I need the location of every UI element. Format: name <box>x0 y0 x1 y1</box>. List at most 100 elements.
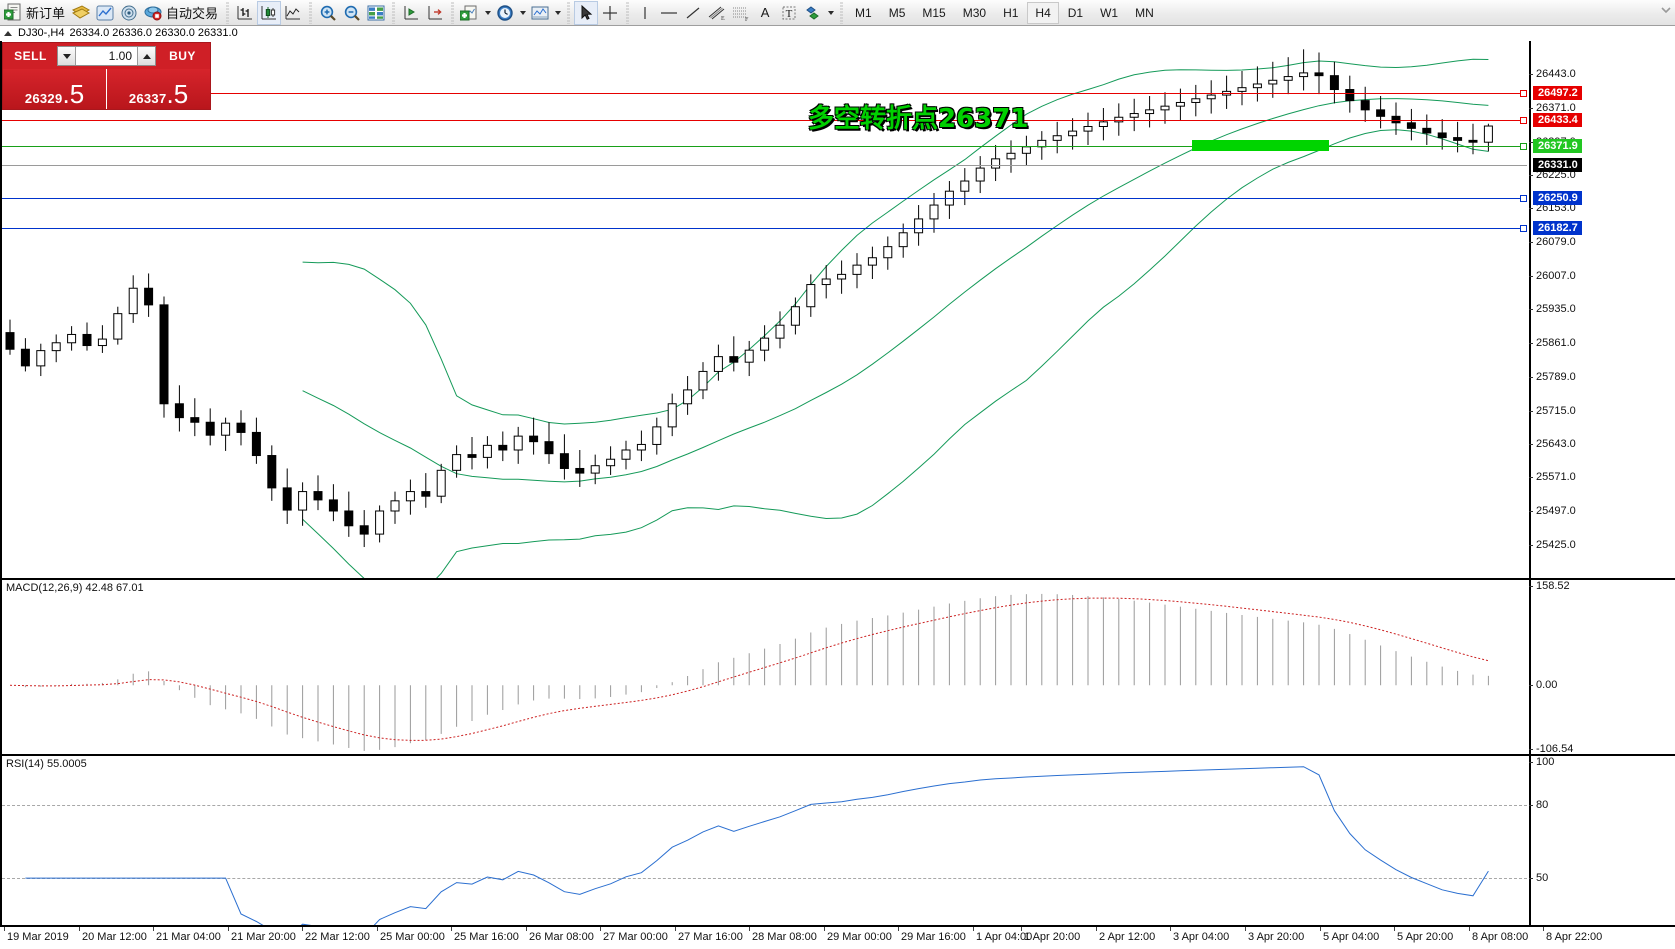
price-level-line[interactable] <box>2 146 1527 147</box>
price-level-line[interactable] <box>2 228 1527 229</box>
cursor-button[interactable] <box>574 0 599 25</box>
time-axis[interactable]: 19 Mar 2019 20 Mar 12:00 21 Mar 04:00 21 Ma… <box>0 925 1675 949</box>
chart-shift-button[interactable] <box>399 1 423 25</box>
bar-chart-icon <box>237 5 253 19</box>
indicators-button[interactable] <box>458 1 482 25</box>
buy-button-label[interactable]: BUY <box>169 49 196 63</box>
market-watch-button[interactable] <box>93 1 117 25</box>
price-level-badge[interactable]: 26497.2 <box>1533 86 1582 100</box>
time-axis-label: 27 Mar 00:00 <box>603 931 668 943</box>
fibonacci-button[interactable]: F <box>729 1 753 25</box>
profiles-button[interactable] <box>69 1 93 25</box>
timeframe-m30[interactable]: M30 <box>962 5 987 20</box>
templates-button[interactable] <box>528 1 552 25</box>
chart-titlebar: DJ30-,H4 26334.0 26336.0 26330.0 26331.0 <box>0 26 1675 41</box>
text-button[interactable]: A <box>753 1 777 25</box>
time-axis-tick <box>1469 927 1470 931</box>
time-axis-tick <box>4 927 5 931</box>
data-window-button[interactable] <box>364 1 388 25</box>
chart-area[interactable]: 多空转折点26371 26443.026371.026297.026225.02… <box>0 41 1675 925</box>
candlestick-chart-button[interactable] <box>257 0 282 25</box>
sell-button-label[interactable]: SELL <box>14 49 47 63</box>
crosshair-button[interactable] <box>598 1 622 25</box>
bar-chart-button[interactable] <box>233 1 257 25</box>
timeframe-w1[interactable]: W1 <box>1100 5 1119 20</box>
objects-dropdown-caret[interactable] <box>825 2 836 24</box>
volume-increment-button[interactable] <box>137 47 155 65</box>
price-level-badge[interactable]: 26331.0 <box>1533 158 1582 172</box>
time-axis-tick <box>153 927 154 931</box>
price-level-badge[interactable]: 26371.9 <box>1533 139 1582 153</box>
timeframe-h1[interactable]: H1 <box>1003 5 1019 20</box>
price-level-line[interactable] <box>2 120 1527 121</box>
price-level-line[interactable] <box>2 198 1527 199</box>
time-axis-tick <box>1320 927 1321 931</box>
zoom-out-button[interactable] <box>340 1 364 25</box>
label-button[interactable]: T <box>777 1 801 25</box>
autotrading-button[interactable]: 自动交易 <box>141 1 222 25</box>
new-order-button[interactable]: 新订单 <box>2 1 69 25</box>
equidistant-channel-button[interactable]: E <box>705 1 729 25</box>
timeframe-m15[interactable]: M15 <box>922 5 946 20</box>
timeframe-d1[interactable]: D1 <box>1067 5 1084 20</box>
period-button[interactable] <box>493 1 517 25</box>
macd-pane[interactable]: MACD(12,26,9) 42.48 67.01 158.52 0.00 -106… <box>2 578 1675 755</box>
timeframe-m1[interactable]: M1 <box>855 5 872 20</box>
timeframe-mn[interactable]: MN <box>1135 5 1154 20</box>
macd-plot[interactable] <box>2 580 1529 754</box>
price-level-handle[interactable] <box>1520 143 1527 150</box>
timeframe-m5[interactable]: M5 <box>888 5 906 20</box>
price-level-line[interactable] <box>2 93 1527 94</box>
volume-decrement-button[interactable] <box>58 47 76 65</box>
indicators-dropdown-caret[interactable] <box>482 2 493 24</box>
time-axis-tick <box>600 927 601 931</box>
horizontal-line-button[interactable] <box>657 1 681 25</box>
buy-price-button[interactable]: 26337 .5 <box>107 69 210 109</box>
price-level-handle[interactable] <box>1520 90 1527 97</box>
time-axis-label: 1 Apr 04:00 <box>976 931 1033 943</box>
rsi-pane[interactable]: RSI(14) 55.0005 100 80 50 <box>2 754 1675 925</box>
volume-stepper[interactable]: 1.00 <box>57 46 156 66</box>
svg-text:T: T <box>786 8 793 20</box>
volume-input[interactable]: 1.00 <box>76 47 137 65</box>
time-axis-label: 20 Mar 12:00 <box>82 931 147 943</box>
templates-dropdown-caret[interactable] <box>552 2 563 24</box>
price-level-badge[interactable]: 26182.7 <box>1533 221 1582 235</box>
svg-text:F: F <box>745 17 749 22</box>
rsi-plot[interactable] <box>2 756 1529 925</box>
price-pane[interactable]: 多空转折点26371 26443.026371.026297.026225.02… <box>2 41 1675 578</box>
sell-price-button[interactable]: 26329 .5 <box>3 69 107 109</box>
chart-annotation-text[interactable]: 多空转折点26371 <box>808 104 1029 134</box>
rsi-axis[interactable]: 100 80 50 <box>1529 756 1675 925</box>
time-axis-tick <box>898 927 899 931</box>
vertical-line-button[interactable] <box>633 1 657 25</box>
time-axis-tick <box>1096 927 1097 931</box>
macd-axis[interactable]: 158.52 0.00 -106.54 <box>1529 580 1675 755</box>
navigator-button[interactable] <box>117 1 141 25</box>
trendline-icon <box>686 7 700 18</box>
objects-button[interactable] <box>801 1 825 25</box>
vline-icon <box>644 6 646 19</box>
one-click-trading-panel[interactable]: SELL 1.00 BUY 26329 .5 26337 .5 <box>2 42 211 110</box>
chart-collapse-icon[interactable] <box>4 30 12 36</box>
support-zone-rectangle[interactable] <box>1192 140 1329 151</box>
toolbar-separator <box>624 1 632 24</box>
price-level-badge[interactable]: 26250.9 <box>1533 191 1582 205</box>
time-axis-label: 8 Apr 22:00 <box>1546 931 1603 943</box>
chart-minimize-icon[interactable] <box>1659 3 1673 17</box>
time-axis-label: 21 Mar 04:00 <box>156 931 221 943</box>
timeframe-h4[interactable]: H4 <box>1027 1 1059 24</box>
price-level-line[interactable] <box>2 165 1527 166</box>
price-axis-tick: 26153.0 <box>1529 202 1675 215</box>
price-level-badge[interactable]: 26433.4 <box>1533 113 1582 127</box>
line-chart-button[interactable] <box>281 1 305 25</box>
price-level-handle[interactable] <box>1520 225 1527 232</box>
price-plot[interactable]: 多空转折点26371 <box>2 41 1529 578</box>
price-axis[interactable]: 26443.026371.026297.026225.026153.026079… <box>1529 41 1675 578</box>
trendline-button[interactable] <box>681 1 705 25</box>
period-dropdown-caret[interactable] <box>517 2 528 24</box>
zoom-in-button[interactable] <box>316 1 340 25</box>
auto-scroll-button[interactable] <box>423 1 447 25</box>
price-level-handle[interactable] <box>1520 117 1527 124</box>
price-level-handle[interactable] <box>1520 195 1527 202</box>
